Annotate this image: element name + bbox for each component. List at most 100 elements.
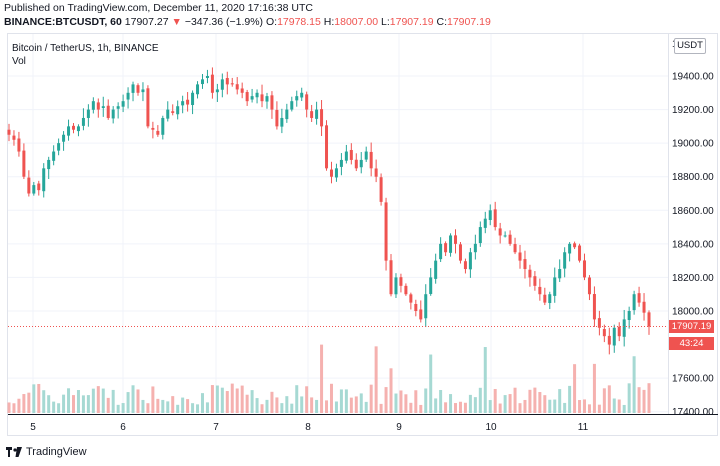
candle-body (384, 202, 388, 261)
legend-volume: Vol (12, 56, 26, 67)
volume-bar (86, 395, 90, 413)
volume-bar (359, 393, 363, 413)
candle-body (444, 243, 448, 253)
candle-body (200, 79, 204, 85)
candle-body (558, 269, 562, 279)
volume-bar (166, 401, 170, 413)
countdown-tag: 43:24 (669, 337, 714, 350)
candle-body (632, 294, 636, 311)
volume-bar (602, 388, 606, 413)
volume-bar (404, 394, 408, 413)
published-line: Published on TradingView.com, December 1… (4, 2, 313, 14)
volume-bar (339, 389, 343, 413)
volume-bar (191, 403, 195, 413)
candle-body (344, 151, 348, 161)
candle-body (434, 260, 438, 279)
candle-body (62, 134, 66, 142)
candle-body (359, 159, 363, 168)
volume-bar (255, 398, 259, 413)
candle-body (473, 243, 477, 253)
volume-bar (42, 390, 46, 413)
candle-body (315, 109, 319, 119)
volume-bar (344, 389, 348, 413)
footer[interactable]: TradingView (6, 444, 87, 460)
grid-lines (8, 34, 668, 414)
price-axis: 19400.00 19200.00 19000.00 18800.00 18600.00… (672, 39, 714, 418)
volume-bar (642, 389, 646, 413)
volume-bar (533, 387, 537, 413)
volume-bar (394, 393, 398, 413)
volume-bar (7, 402, 11, 413)
candle-body (57, 143, 61, 151)
volume-bar (543, 395, 547, 413)
candle-body (563, 252, 567, 269)
currency-button[interactable]: USDT (674, 38, 706, 54)
volume-bar (617, 399, 621, 413)
volume-bar (563, 402, 567, 413)
volume-bar (434, 398, 438, 413)
candle-body (329, 169, 333, 177)
candle-body (543, 294, 547, 303)
time-tick-label: 7 (213, 422, 219, 433)
volume-bar (91, 388, 95, 413)
volume-bar (47, 395, 51, 413)
volume-bar (483, 347, 487, 413)
candle-body (592, 294, 596, 320)
candle-body (424, 294, 428, 319)
candle-body (235, 84, 239, 90)
volume-bar (181, 397, 185, 413)
volume-bar (364, 401, 368, 413)
candle-body (339, 159, 343, 167)
candle-body (334, 168, 338, 178)
volume-bar (498, 403, 502, 413)
candle-body (354, 159, 358, 169)
volume-bar (210, 385, 214, 413)
candle-body (523, 259, 527, 270)
volume-bar (473, 397, 477, 413)
legend-title: Bitcoin / TetherUS, 1h, BINANCE (12, 43, 159, 54)
volume-bar (379, 403, 383, 413)
candle-body (548, 294, 552, 304)
candle-body (32, 185, 36, 194)
volume-bar (389, 368, 393, 413)
candle-body (419, 309, 423, 320)
volume-bar (607, 385, 611, 413)
volume-bar (612, 398, 616, 413)
volume-bar (369, 384, 373, 413)
candle-body (305, 94, 309, 110)
candle-body (215, 89, 219, 93)
volume-bar (96, 386, 100, 413)
candle-body (52, 151, 56, 161)
candle-body (196, 84, 200, 95)
volume-bar (419, 404, 423, 413)
candle-body (225, 77, 229, 85)
volume-bar (260, 404, 264, 413)
candle-body (7, 129, 11, 135)
volume-bar (468, 394, 472, 413)
price-tick-label: 18000.00 (672, 307, 714, 318)
candle-body (230, 83, 234, 85)
candle-body (602, 329, 606, 337)
volume-bar (265, 399, 269, 413)
candle-body (538, 286, 542, 295)
candle-body (573, 243, 577, 248)
candle-body (86, 109, 90, 118)
volume-bar (290, 403, 294, 413)
volume-bar (81, 395, 85, 413)
time-tick-label: 8 (305, 422, 311, 433)
volume-bar (156, 398, 160, 413)
volume-bar (439, 390, 443, 413)
candle-body (478, 227, 482, 244)
candle-body (389, 260, 393, 295)
volume-bar (171, 396, 175, 413)
volume-bar (592, 363, 596, 413)
volume-bar (647, 383, 651, 413)
candle-body (76, 126, 80, 132)
chart-frame[interactable] (7, 33, 718, 436)
volume-bar (295, 385, 299, 413)
candlesticks (7, 67, 651, 355)
volume-bar (463, 402, 467, 413)
volume-bar (250, 390, 254, 413)
candle-body (647, 312, 651, 327)
